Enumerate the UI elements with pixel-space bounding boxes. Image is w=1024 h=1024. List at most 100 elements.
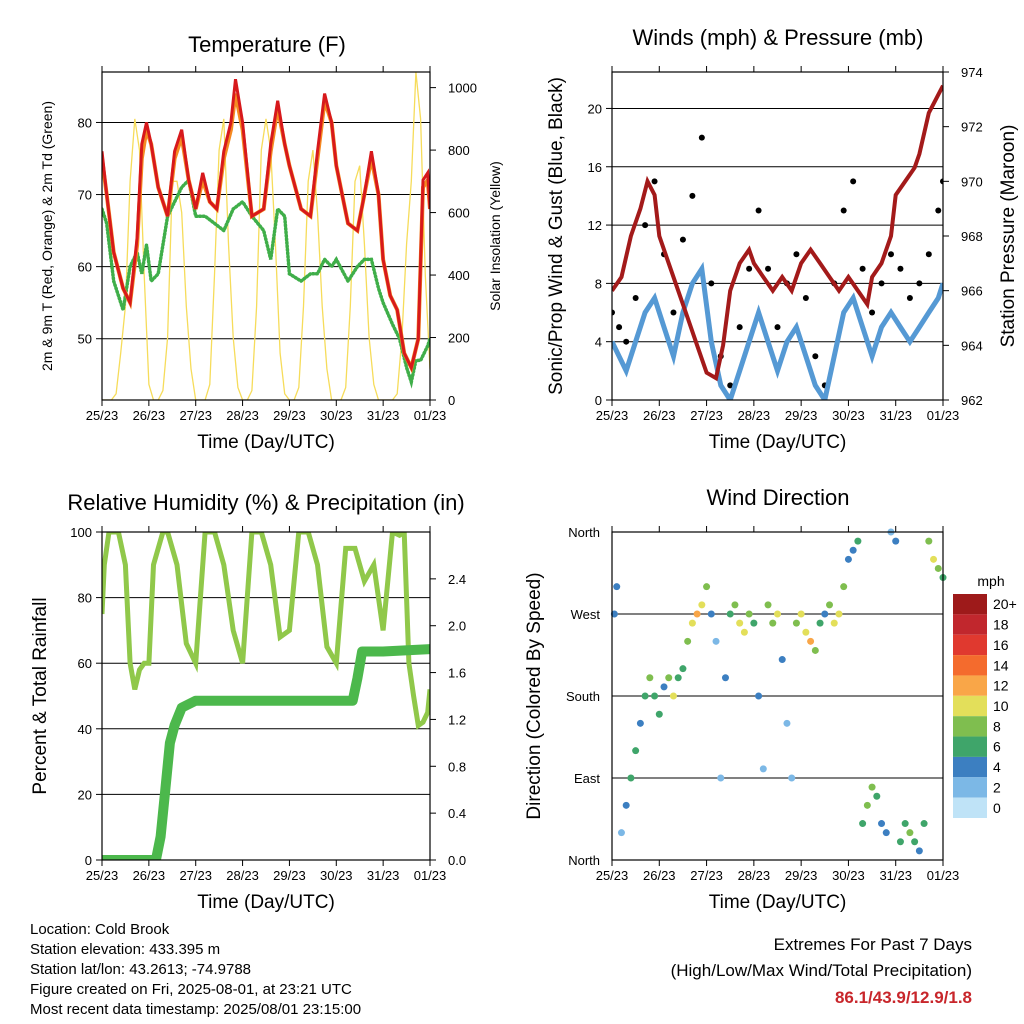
gust-point <box>736 324 743 331</box>
direction-point <box>636 719 644 727</box>
gust-point <box>840 207 847 214</box>
direction-point <box>882 829 890 837</box>
direction-point <box>679 665 687 673</box>
colorbar-label: 2 <box>993 779 1001 795</box>
colorbar-swatch <box>953 695 987 717</box>
direction-point <box>774 610 781 618</box>
gust-point <box>774 324 781 331</box>
x-tick-label: 31/23 <box>879 868 912 883</box>
direction-point <box>821 610 829 618</box>
y-tick-label: West <box>571 607 601 622</box>
direction-point <box>755 692 763 700</box>
direction-point <box>911 838 919 846</box>
y-tick-label-right: 0.8 <box>448 759 466 774</box>
y-axis-label-right: Solar Insolation (Yellow) <box>487 161 503 311</box>
gust-point <box>935 207 942 214</box>
direction-point <box>759 765 767 773</box>
gust-point <box>802 294 809 301</box>
direction-point <box>792 619 800 627</box>
x-tick-label: 31/23 <box>367 868 400 883</box>
direction-point <box>736 619 744 627</box>
y-axis-label: Sonic/Prop Wind & Gust (Blue, Black) <box>546 77 567 395</box>
direction-point <box>859 820 867 828</box>
direction-point <box>873 792 881 800</box>
direction-point <box>892 537 900 545</box>
series-wind <box>612 261 943 400</box>
y-tick-label: 60 <box>78 260 92 275</box>
colorbar-swatch <box>953 594 987 615</box>
direction-point <box>802 628 810 636</box>
x-tick-label: 01/23 <box>414 408 447 423</box>
direction-point <box>925 537 933 545</box>
direction-point <box>915 847 923 855</box>
colorbar-swatch <box>953 634 987 656</box>
extremes-values: 86.1/43.9/12.9/1.8 <box>834 988 972 1007</box>
y-tick-label-right: 2.4 <box>448 572 466 587</box>
colorbar-label: 10 <box>993 698 1009 714</box>
y-tick-label: 20 <box>588 101 602 116</box>
y-tick-label: 80 <box>78 115 92 130</box>
y-tick-label-right: 974 <box>961 65 983 80</box>
direction-point <box>863 801 871 809</box>
y-tick-label: South <box>566 689 600 704</box>
direction-point <box>721 674 729 682</box>
x-axis-label: Time (Day/UTC) <box>709 892 847 913</box>
gust-point <box>897 265 904 272</box>
x-tick-label: 31/23 <box>879 408 912 423</box>
recent-text: Most recent data timestamp: 2025/08/01 2… <box>30 1001 362 1018</box>
gust-point <box>793 251 800 258</box>
y-tick-label-right: 1000 <box>448 81 477 96</box>
x-tick-label: 27/23 <box>690 408 723 423</box>
direction-point <box>684 637 692 645</box>
direction-point <box>674 674 682 682</box>
extremes-title: Extremes For Past 7 Days <box>773 935 972 954</box>
colorbar-swatch <box>953 777 987 798</box>
y-tick-label-right: 2.0 <box>448 619 466 634</box>
x-tick-label: 28/23 <box>226 868 259 883</box>
y-tick-label: 4 <box>595 335 602 350</box>
x-tick-label: 25/23 <box>86 868 119 883</box>
x-tick-label: 31/23 <box>367 408 400 423</box>
y-tick-label: 20 <box>78 787 92 802</box>
y-axis-label: Percent & Total Rainfall <box>30 597 51 794</box>
colorbar-label: 6 <box>993 739 1001 755</box>
y-tick-label: 12 <box>588 218 602 233</box>
gust-point <box>651 178 658 185</box>
y-tick-label: 8 <box>595 276 602 291</box>
direction-point <box>830 619 838 627</box>
direction-point <box>811 646 819 654</box>
gust-point <box>689 192 696 199</box>
y-tick-label-right: 962 <box>961 393 983 408</box>
direction-point <box>840 583 848 591</box>
direction-point <box>764 601 772 609</box>
colorbar-label: 4 <box>993 759 1001 775</box>
y-tick-label: 16 <box>588 160 602 175</box>
x-tick-label: 28/23 <box>738 868 771 883</box>
direction-point <box>660 683 668 691</box>
gust-point <box>850 178 857 185</box>
x-tick-label: 25/23 <box>596 408 629 423</box>
direction-point <box>868 783 876 791</box>
series-pressure <box>612 84 943 382</box>
direction-point <box>655 710 663 718</box>
y-tick-label-right: 966 <box>961 284 983 299</box>
y-axis-label: Direction (Colored By Speed) <box>524 572 545 819</box>
created-text: Figure created on Fri, 2025-08-01, at 23… <box>30 981 352 998</box>
series-solar-insolation <box>102 72 430 400</box>
direction-point <box>750 619 758 627</box>
panel-3: 0 20 40 60 80 100 0.0 0.4 0.8 1.2 1.6 2.0 2.4 25/23 26… <box>30 490 466 913</box>
series-2m-td <box>102 176 430 389</box>
plot-border <box>611 71 944 401</box>
direction-point <box>844 555 852 563</box>
y-tick-label: 0 <box>85 853 92 868</box>
x-tick-label: 27/23 <box>179 868 212 883</box>
plot-area <box>102 72 430 400</box>
gust-point <box>616 324 623 331</box>
colorbar-swatch <box>953 655 987 676</box>
x-tick-label: 29/23 <box>273 868 306 883</box>
gust-point <box>765 265 772 272</box>
x-tick-label: 01/23 <box>927 868 960 883</box>
x-tick-label: 30/23 <box>832 408 865 423</box>
